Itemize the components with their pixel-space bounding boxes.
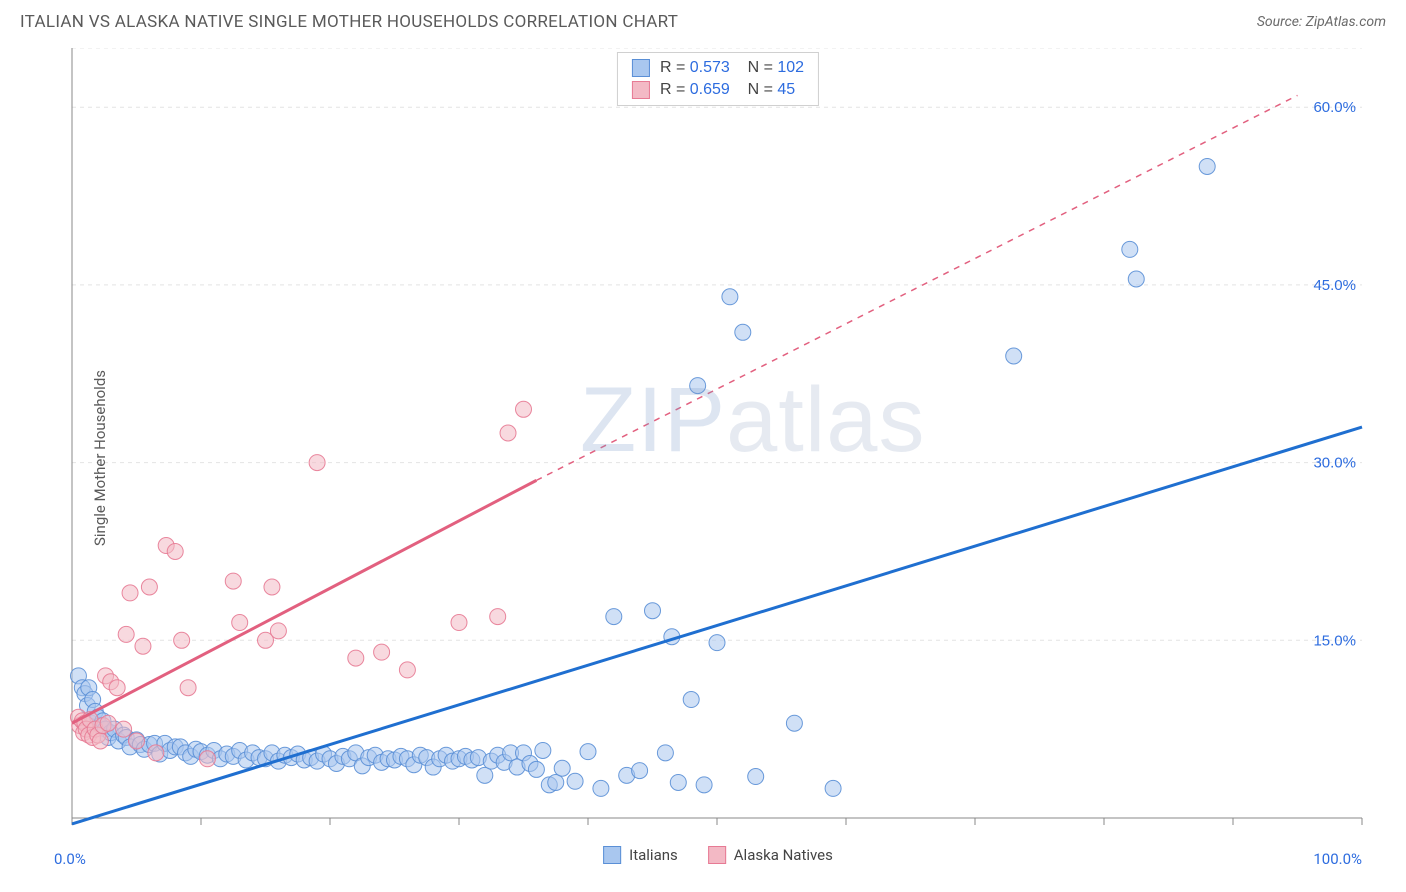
source-name: ZipAtlas.com (1306, 14, 1386, 30)
data-point-italians (1199, 158, 1215, 174)
trend-alaska_natives (72, 480, 536, 723)
data-point-alaska_natives (264, 579, 280, 595)
chart-header: ITALIAN VS ALASKA NATIVE SINGLE MOTHER H… (0, 0, 1406, 40)
data-point-alaska_natives (116, 721, 132, 737)
data-point-alaska_natives (451, 615, 467, 631)
data-point-alaska_natives (516, 401, 532, 417)
data-point-alaska_natives (199, 751, 215, 767)
data-point-italians (554, 760, 570, 776)
chart-source: Source: ZipAtlas.com (1257, 14, 1386, 30)
data-point-italians (535, 742, 551, 758)
legend-swatch-italians (603, 846, 621, 864)
data-point-italians (825, 780, 841, 796)
trend-italians (72, 427, 1362, 824)
data-point-italians (735, 324, 751, 340)
legend-swatch-alaska (708, 846, 726, 864)
data-point-italians (632, 763, 648, 779)
legend-item-italians: Italians (603, 846, 678, 864)
data-point-alaska_natives (348, 650, 364, 666)
data-point-alaska_natives (174, 632, 190, 648)
data-point-italians (567, 773, 583, 789)
stats-text-italians: R = 0.573 N = 102 (660, 59, 804, 77)
data-point-alaska_natives (270, 623, 286, 639)
data-point-italians (548, 774, 564, 790)
data-point-alaska_natives (109, 680, 125, 696)
stats-row-italians: R = 0.573 N = 102 (618, 57, 818, 79)
data-point-alaska_natives (232, 615, 248, 631)
data-point-italians (683, 692, 699, 708)
legend-label-italians: Italians (629, 846, 678, 864)
data-point-alaska_natives (225, 573, 241, 589)
data-point-italians (593, 780, 609, 796)
data-point-italians (528, 761, 544, 777)
data-point-alaska_natives (180, 680, 196, 696)
data-point-italians (786, 715, 802, 731)
chart-title: ITALIAN VS ALASKA NATIVE SINGLE MOTHER H… (20, 12, 678, 32)
x-axis-max-label: 100.0% (1313, 850, 1362, 868)
source-prefix: Source: (1257, 14, 1306, 30)
data-point-alaska_natives (100, 715, 116, 731)
data-point-alaska_natives (399, 662, 415, 678)
data-point-italians (670, 774, 686, 790)
data-point-alaska_natives (129, 733, 145, 749)
data-point-italians (1006, 348, 1022, 364)
stats-legend: R = 0.573 N = 102 R = 0.659 N = 45 (617, 52, 819, 106)
data-point-alaska_natives (135, 638, 151, 654)
data-point-italians (748, 769, 764, 785)
data-point-alaska_natives (500, 425, 516, 441)
legend-item-alaska: Alaska Natives (708, 846, 833, 864)
data-point-alaska_natives (92, 733, 108, 749)
chart-area: Single Mother Households 15.0% 30.0% 45.0%… (50, 48, 1386, 868)
data-point-italians (657, 745, 673, 761)
data-point-alaska_natives (148, 745, 164, 761)
legend-label-alaska: Alaska Natives (734, 846, 833, 864)
swatch-italians (632, 59, 650, 77)
series-legend: Italians Alaska Natives (603, 846, 833, 864)
data-point-italians (696, 777, 712, 793)
data-point-italians (580, 744, 596, 760)
y-tick-label: 30.0% (1313, 455, 1356, 472)
data-point-italians (722, 289, 738, 305)
data-point-alaska_natives (490, 609, 506, 625)
data-point-alaska_natives (141, 579, 157, 595)
data-point-italians (645, 603, 661, 619)
data-point-alaska_natives (122, 585, 138, 601)
data-point-italians (709, 635, 725, 651)
data-point-italians (1122, 241, 1138, 257)
data-point-italians (690, 378, 706, 394)
x-axis-min-label: 0.0% (54, 850, 86, 868)
stats-text-alaska: R = 0.659 N = 45 (660, 81, 795, 99)
y-axis-label: Single Mother Households (91, 370, 109, 546)
stats-row-alaska: R = 0.659 N = 45 (618, 79, 818, 101)
trend-ext-alaska_natives (536, 95, 1297, 480)
data-point-italians (606, 609, 622, 625)
data-point-italians (477, 767, 493, 783)
data-point-alaska_natives (309, 455, 325, 471)
data-point-alaska_natives (374, 644, 390, 660)
y-tick-label: 45.0% (1313, 277, 1356, 294)
data-point-alaska_natives (118, 626, 134, 642)
data-point-italians (1128, 271, 1144, 287)
swatch-alaska (632, 81, 650, 99)
scatter-plot-svg: 15.0% 30.0% 45.0% 60.0% (50, 48, 1386, 848)
y-tick-label: 60.0% (1313, 99, 1356, 116)
y-tick-label: 15.0% (1313, 632, 1356, 649)
data-point-alaska_natives (167, 543, 183, 559)
